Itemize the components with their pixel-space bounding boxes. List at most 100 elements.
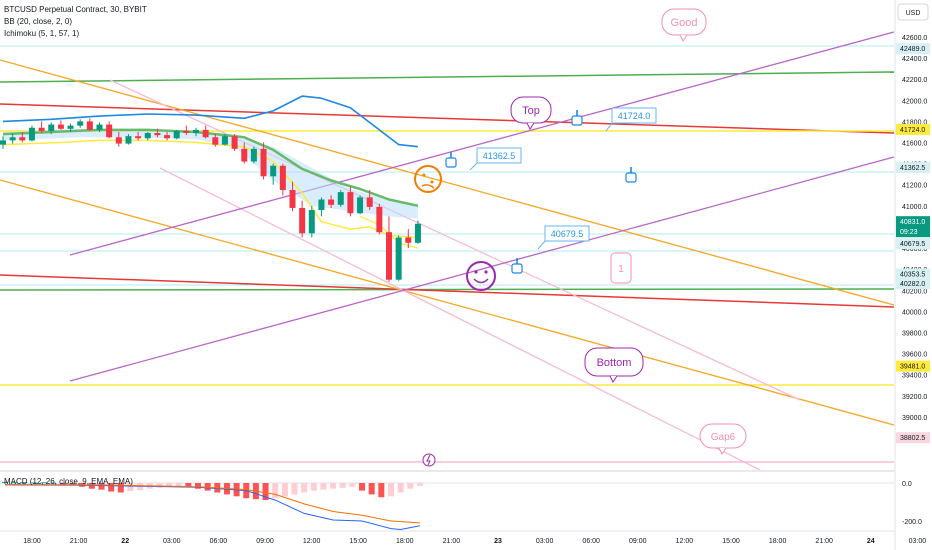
price-tag-box xyxy=(896,226,930,238)
event-bolt xyxy=(426,454,431,466)
candle-body xyxy=(125,136,132,144)
candle xyxy=(173,129,180,140)
macd-histogram-bar xyxy=(368,483,375,495)
candle-body xyxy=(347,192,354,214)
candle-body xyxy=(328,199,335,205)
face-icon-orange xyxy=(414,165,442,193)
candle xyxy=(414,220,421,244)
callout-text: Bottom xyxy=(597,357,632,369)
face-outline xyxy=(466,261,496,291)
ichimoku-tenkan-line xyxy=(2,139,418,239)
time-tick-label: 09:00 xyxy=(629,538,647,545)
pointing-hand-icon xyxy=(511,258,523,274)
currency-button[interactable]: USD xyxy=(897,3,929,21)
callout-pointer xyxy=(526,122,535,130)
macd-histogram-bar xyxy=(69,483,76,486)
callout-pointer xyxy=(679,34,688,42)
hand-palm xyxy=(511,263,523,274)
trend-line-drawings xyxy=(0,31,894,470)
price-note: 41724.0 xyxy=(605,107,657,132)
candle-body xyxy=(86,121,93,130)
candle-body xyxy=(28,127,35,141)
trend-line-purple-lower xyxy=(69,156,894,382)
grid-lines xyxy=(0,470,932,532)
callout-bottom: Bottom xyxy=(584,347,644,383)
candle-body xyxy=(96,124,103,130)
price-tag-text: 40679.5 xyxy=(900,241,925,248)
price-note-box xyxy=(544,225,590,242)
candle-body xyxy=(270,165,277,177)
candle-body xyxy=(241,148,248,162)
macd-histogram-bar xyxy=(98,483,105,490)
price-tag: 42489.0 xyxy=(896,43,930,55)
macd-histogram-bar xyxy=(40,482,47,484)
hand-palm xyxy=(445,157,457,168)
time-tick-label: 06:00 xyxy=(210,538,228,545)
macd-histogram-bar xyxy=(388,483,394,497)
macd-histogram-bar xyxy=(166,483,173,487)
candle-body xyxy=(308,210,315,234)
time-tick-label: 18:00 xyxy=(769,538,787,545)
candle xyxy=(106,121,113,139)
macd-histogram-bar xyxy=(349,483,356,487)
candle xyxy=(279,163,286,196)
callout-text: Good xyxy=(671,17,698,29)
price-tag: 40282.0 xyxy=(896,278,930,290)
trend-line-orange-upper xyxy=(0,59,894,306)
price-tag: 41724.0 xyxy=(896,123,930,135)
price-note: 40679.5 xyxy=(537,225,590,250)
candle xyxy=(308,205,315,238)
callout-good: Good xyxy=(661,8,707,42)
macd-histogram-bar xyxy=(378,483,385,498)
time-tick-label: 12:00 xyxy=(303,538,321,545)
price-tick-label: 39400.0 xyxy=(902,373,927,380)
callout-text: Top xyxy=(522,105,540,117)
price-tick-label: 42600.0 xyxy=(902,35,927,42)
macd-tick-label: 0.0 xyxy=(902,481,912,488)
candle-body xyxy=(38,127,45,131)
callout-text: 1 xyxy=(618,264,624,275)
horizontal-line-red-support xyxy=(0,274,894,308)
price-tick-label: 39800.0 xyxy=(902,330,927,337)
price-note-text: 41362.5 xyxy=(483,151,516,161)
candle-body xyxy=(173,130,180,139)
event-circle xyxy=(422,453,436,467)
price-note-pointer xyxy=(605,122,613,132)
ichimoku-indicator-label: Ichimoku (5, 1, 57, 1) xyxy=(4,29,79,38)
candle xyxy=(77,119,84,128)
price-tick-label: 40200.0 xyxy=(902,288,927,295)
callout-pointer xyxy=(609,375,618,383)
macd-histogram-bar xyxy=(108,483,115,492)
candle-body xyxy=(154,133,161,136)
candle xyxy=(67,123,74,132)
candle xyxy=(96,122,103,132)
face-eye xyxy=(430,180,434,184)
macd-line xyxy=(4,484,420,530)
candle xyxy=(38,121,45,134)
candle xyxy=(19,131,26,143)
macd-histogram-bar xyxy=(50,482,57,484)
candle xyxy=(135,131,142,141)
pointing-hand-icon xyxy=(625,167,637,183)
face-eye xyxy=(484,270,488,274)
candle xyxy=(260,142,267,180)
candle xyxy=(318,197,325,217)
face-mouth xyxy=(421,184,435,189)
price-tag-text: 41724.0 xyxy=(900,127,925,134)
candle xyxy=(164,131,171,141)
price-note-box xyxy=(476,147,522,164)
candle-body xyxy=(376,206,383,233)
candle xyxy=(125,134,132,145)
candle xyxy=(0,136,6,149)
candle-body xyxy=(414,223,421,243)
macd-indicator-label: MACD (12, 26, close, 9, EMA, EMA) xyxy=(4,477,133,486)
time-tick-label: 12:00 xyxy=(676,538,694,545)
time-tick-label: 03:00 xyxy=(536,538,554,545)
trend-line-purple-upper xyxy=(69,31,894,256)
price-tick-label: 42000.0 xyxy=(902,98,927,105)
candlestick-series xyxy=(0,118,421,282)
time-tick-label: 15:00 xyxy=(349,538,367,545)
trend-line-pink-channel-a xyxy=(109,79,801,401)
price-tick-label: 41200.0 xyxy=(902,183,927,190)
